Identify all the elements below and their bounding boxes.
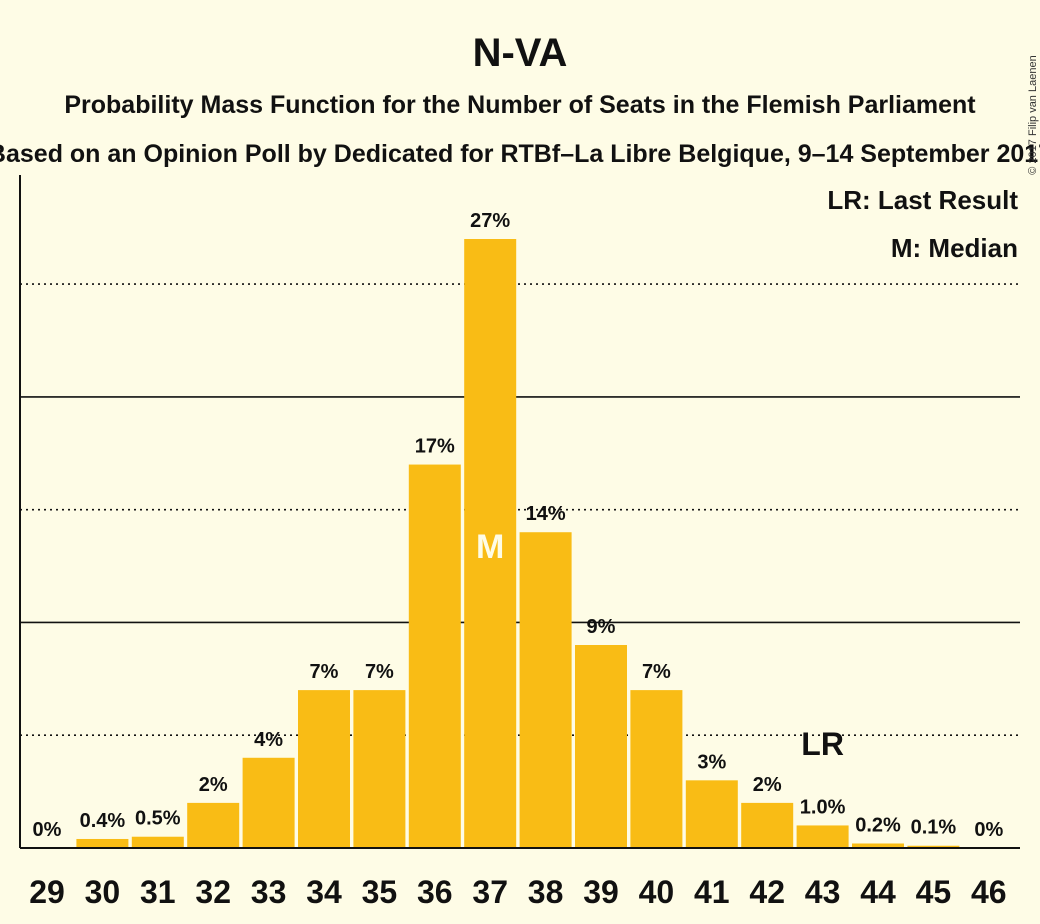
bar-labels: 0% 0.4% 0.5% 2% 4% 7% 7% 17% 27% M 14% 9% 7% 3% 2% 1.0%… — [33, 210, 1004, 841]
bar-label-seat-39: 9% — [587, 616, 616, 638]
bar-seat-36 — [408, 464, 461, 848]
legend-median: M: Median — [891, 233, 1018, 263]
chart-subtitle: Probability Mass Function for the Number… — [64, 91, 976, 119]
bar-seat-42 — [741, 802, 794, 848]
bar-seat-33 — [242, 757, 295, 848]
bar-seat-31 — [131, 836, 184, 848]
bar-seat-34 — [298, 690, 350, 848]
x-tick-43: 43 — [805, 874, 841, 910]
bar-seat-30 — [76, 838, 129, 848]
bar-label-seat-43: 1.0% — [800, 796, 846, 818]
x-tick-30: 30 — [85, 874, 121, 910]
bar-seat-41 — [685, 780, 738, 848]
x-tick-41: 41 — [694, 874, 730, 910]
bar-seat-35 — [353, 690, 406, 848]
bar-label-seat-45: 0.1% — [911, 817, 957, 839]
x-tick-labels: 29 30 31 32 33 34 35 36 37 38 39 40 41 42 43 44 45 46 — [29, 874, 1006, 910]
bar-label-seat-30: 0.4% — [80, 810, 126, 832]
median-marker: M — [476, 528, 504, 566]
bar-label-seat-33: 4% — [254, 729, 283, 751]
x-tick-38: 38 — [528, 874, 564, 910]
x-tick-46: 46 — [971, 874, 1007, 910]
x-tick-31: 31 — [140, 874, 176, 910]
bar-seat-32 — [187, 802, 240, 848]
bar-label-seat-46: 0% — [974, 819, 1003, 841]
bar-label-seat-37: 27% — [470, 210, 510, 232]
x-tick-45: 45 — [916, 874, 952, 910]
x-tick-44: 44 — [860, 874, 896, 910]
x-tick-40: 40 — [639, 874, 675, 910]
x-tick-37: 37 — [472, 874, 508, 910]
last-result-marker: LR — [801, 726, 844, 762]
bar-label-seat-40: 7% — [642, 661, 671, 683]
bar-seat-44 — [852, 843, 904, 848]
bars — [76, 239, 960, 848]
bar-seat-43 — [796, 825, 849, 848]
bar-label-seat-42: 2% — [753, 774, 782, 796]
x-tick-42: 42 — [749, 874, 785, 910]
chart-title: N-VA — [473, 31, 568, 75]
bar-label-seat-32: 2% — [199, 774, 228, 796]
bar-seat-37 — [464, 239, 517, 848]
copyright-notice: © 2017 Filip van Laenen — [1027, 55, 1039, 174]
x-tick-35: 35 — [362, 874, 398, 910]
x-tick-34: 34 — [306, 874, 342, 910]
legend-last-result: LR: Last Result — [827, 185, 1018, 215]
x-tick-39: 39 — [583, 874, 619, 910]
x-tick-29: 29 — [29, 874, 65, 910]
bar-label-seat-31: 0.5% — [135, 808, 181, 830]
x-tick-32: 32 — [195, 874, 231, 910]
x-tick-36: 36 — [417, 874, 453, 910]
bar-seat-40 — [630, 690, 683, 848]
bar-label-seat-34: 7% — [310, 661, 339, 683]
bar-label-seat-41: 3% — [697, 751, 726, 773]
bar-seat-39 — [575, 645, 627, 848]
chart-source: Based on an Opinion Poll by Dedicated fo… — [0, 140, 1040, 168]
bar-label-seat-36: 17% — [415, 436, 455, 458]
bar-seat-38 — [519, 532, 572, 848]
bar-seat-45 — [907, 845, 960, 848]
x-tick-33: 33 — [251, 874, 287, 910]
bar-label-seat-35: 7% — [365, 661, 394, 683]
bar-label-seat-29: 0% — [33, 819, 62, 841]
bar-label-seat-38: 14% — [526, 503, 566, 525]
bar-label-seat-44: 0.2% — [855, 814, 901, 836]
